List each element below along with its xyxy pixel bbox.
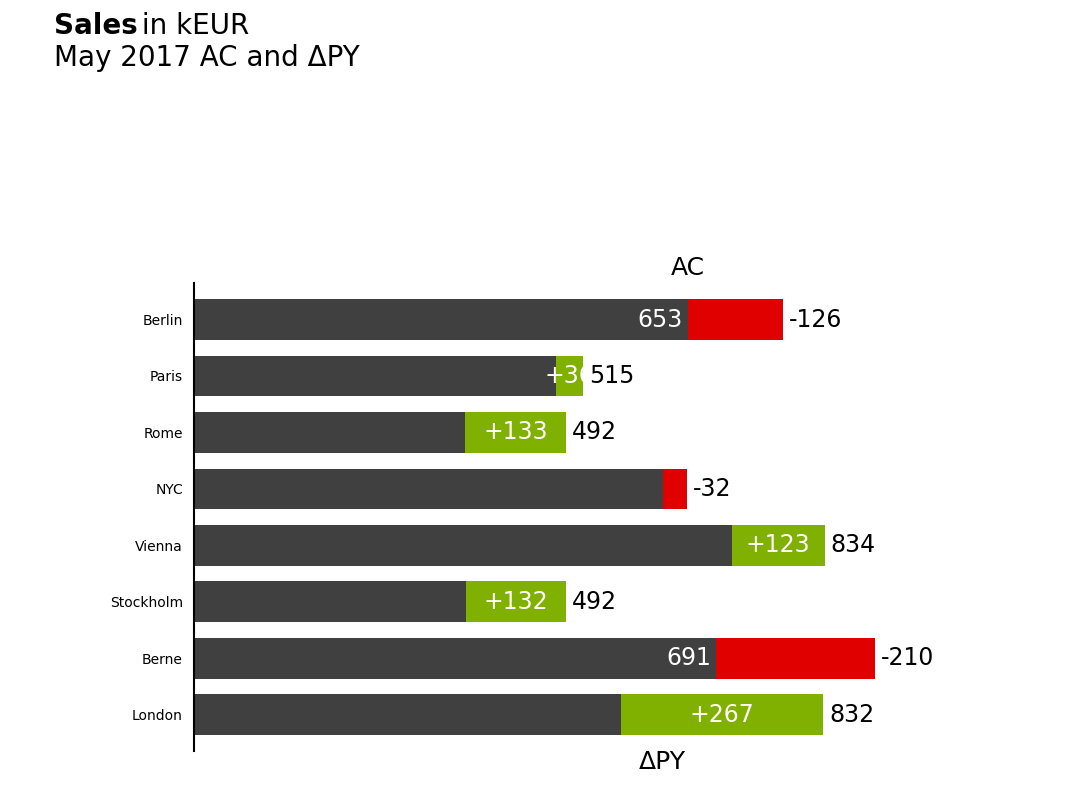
Bar xyxy=(194,469,663,509)
Bar xyxy=(194,525,825,566)
Bar xyxy=(466,582,566,622)
Text: -210: -210 xyxy=(881,646,935,671)
Bar xyxy=(717,638,875,679)
Text: in kEUR: in kEUR xyxy=(133,12,249,40)
Bar xyxy=(621,694,824,735)
Text: May 2017 AC and ΔPY: May 2017 AC and ΔPY xyxy=(54,44,360,73)
Text: +133: +133 xyxy=(483,420,548,444)
Text: 832: 832 xyxy=(829,703,874,726)
Bar xyxy=(194,694,824,735)
Bar xyxy=(194,299,688,340)
Text: +267: +267 xyxy=(690,703,755,726)
Text: AC: AC xyxy=(671,256,705,280)
Bar xyxy=(194,356,583,396)
Text: 653: 653 xyxy=(637,308,682,331)
Text: +36: +36 xyxy=(544,364,595,388)
Bar xyxy=(732,525,825,566)
Bar xyxy=(194,412,566,452)
Bar xyxy=(688,299,783,340)
Bar xyxy=(194,638,717,679)
Text: -126: -126 xyxy=(789,308,842,331)
Bar xyxy=(556,356,583,396)
Text: 691: 691 xyxy=(666,646,711,671)
Text: 492: 492 xyxy=(572,590,617,614)
Text: 492: 492 xyxy=(572,420,617,444)
Text: Sales: Sales xyxy=(54,12,138,40)
Bar xyxy=(663,469,687,509)
Text: -32: -32 xyxy=(693,477,732,501)
Text: 834: 834 xyxy=(830,533,875,558)
Text: 515: 515 xyxy=(590,364,635,388)
Text: +123: +123 xyxy=(746,533,811,558)
Text: +132: +132 xyxy=(484,590,549,614)
Bar xyxy=(466,412,566,452)
Text: ΔPY: ΔPY xyxy=(639,750,687,774)
Bar xyxy=(194,582,566,622)
